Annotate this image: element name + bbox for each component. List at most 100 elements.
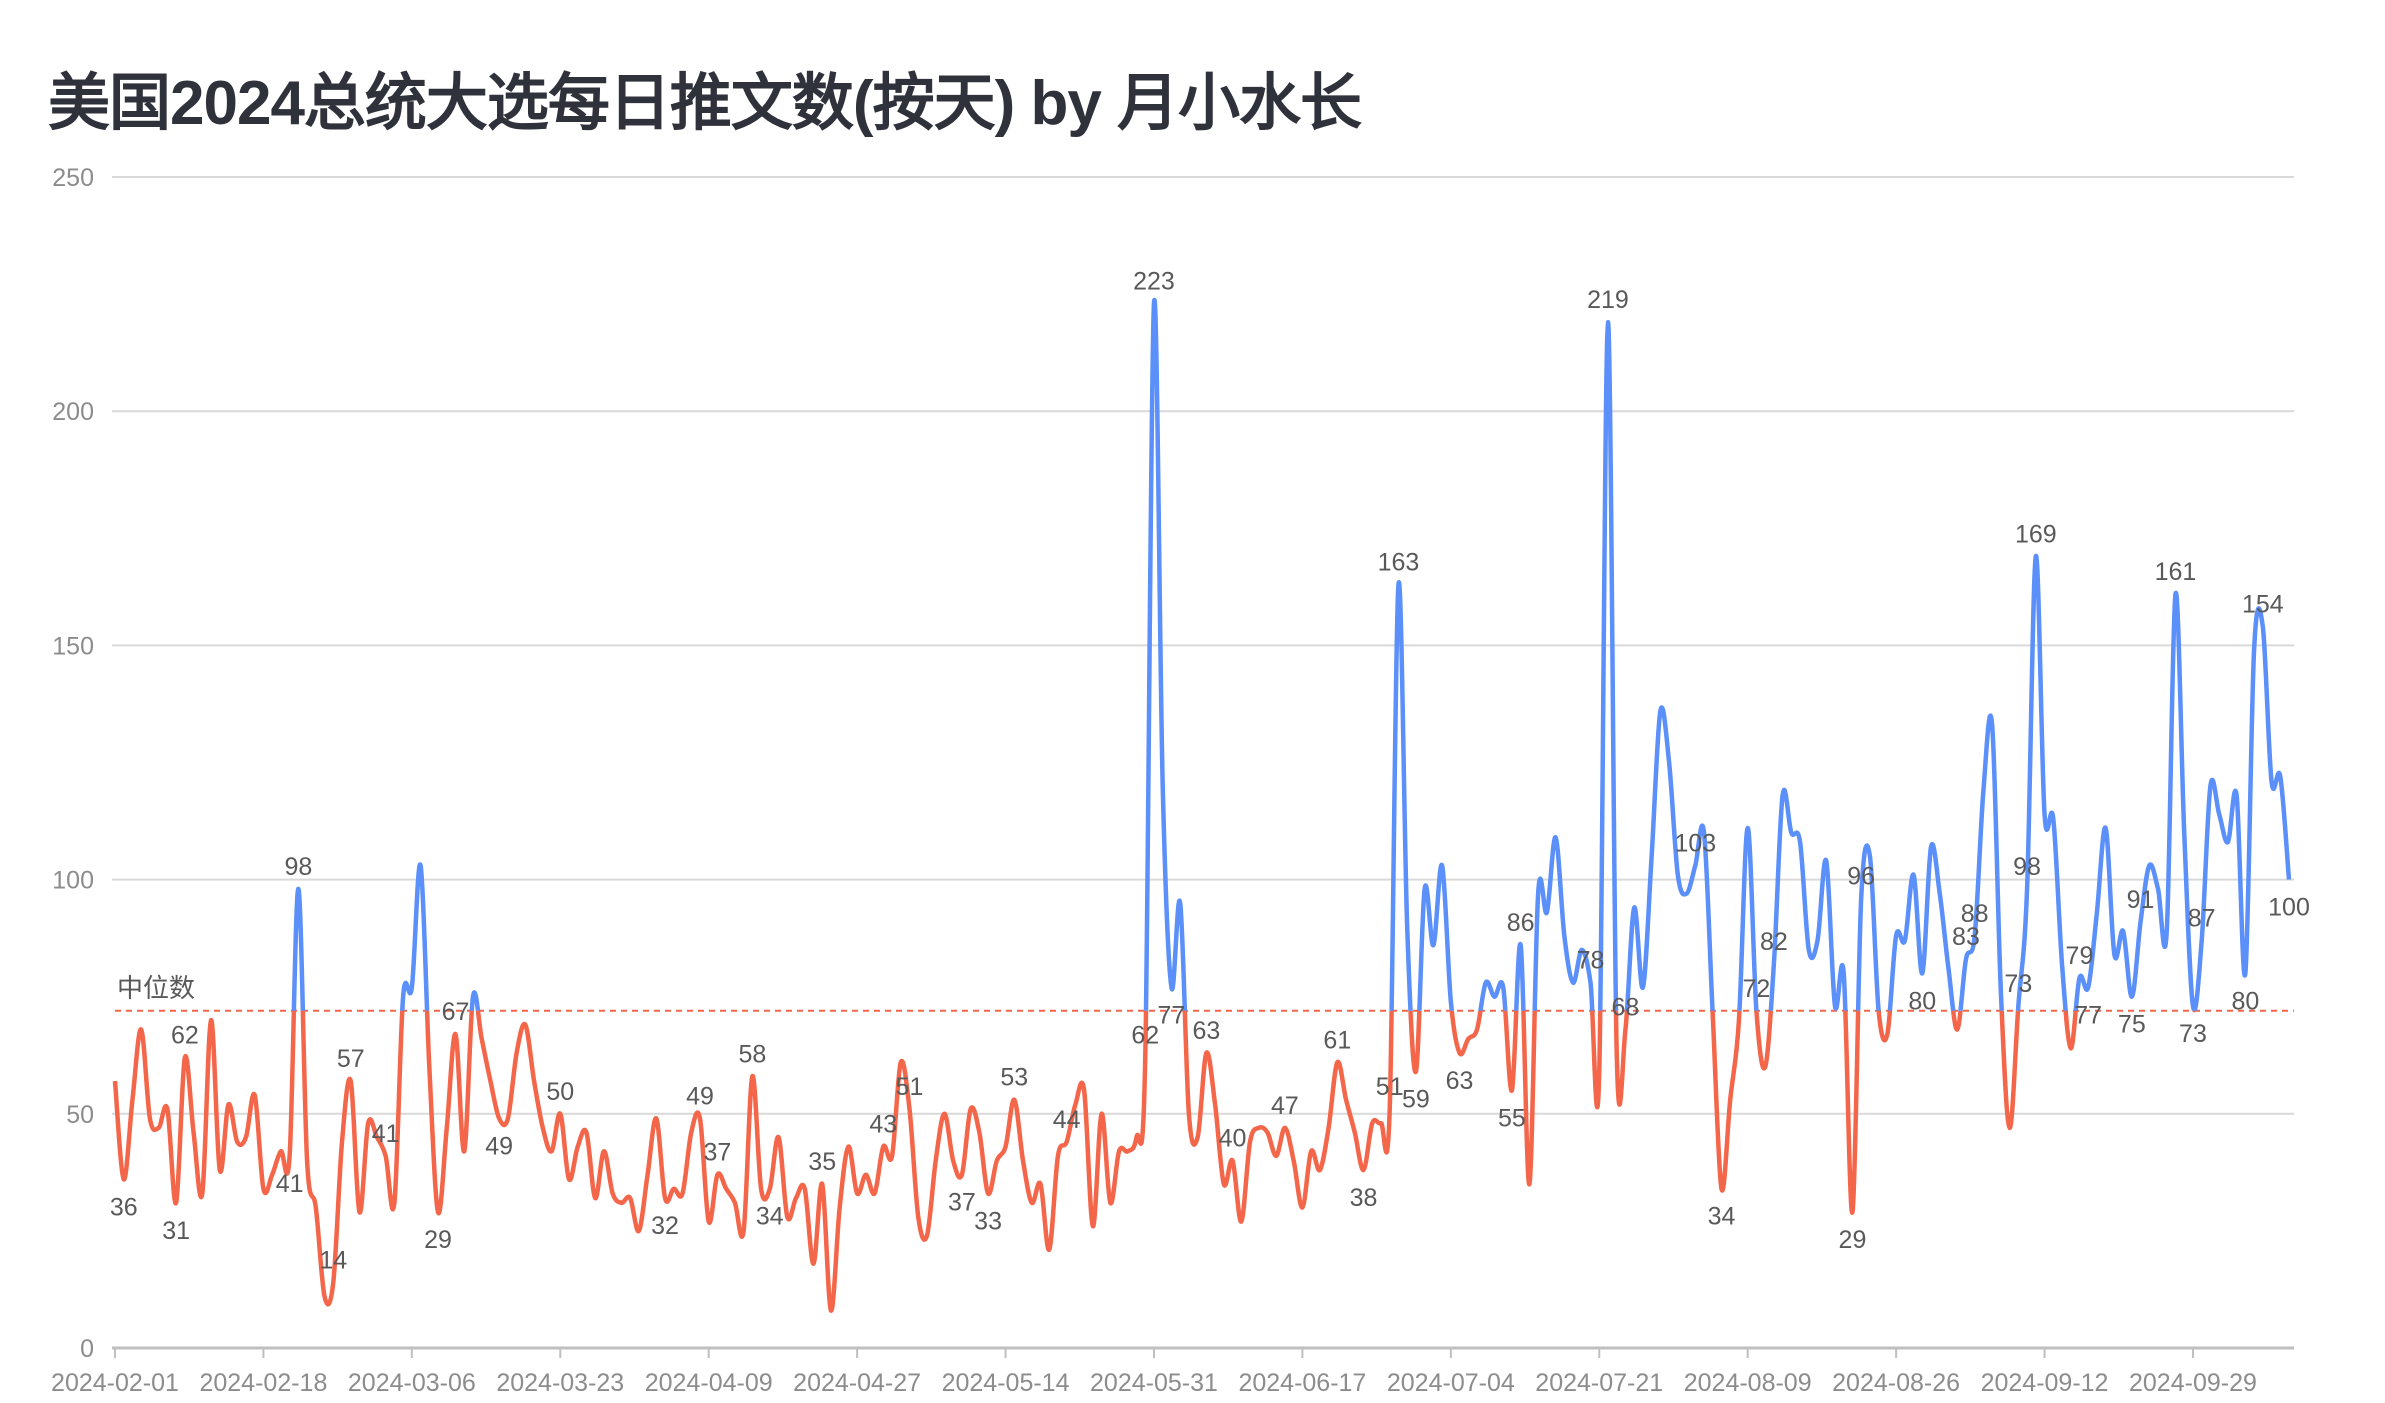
data-point[interactable] <box>1806 947 1812 953</box>
data-point[interactable] <box>697 1115 703 1121</box>
data-point[interactable] <box>1849 1209 1855 1215</box>
data-point[interactable] <box>1753 1008 1759 1014</box>
data-point[interactable] <box>837 1204 843 1210</box>
data-point[interactable] <box>1046 1247 1052 1253</box>
data-point[interactable] <box>907 1106 913 1112</box>
data-point[interactable] <box>409 984 415 990</box>
data-point[interactable] <box>898 1059 904 1065</box>
data-point[interactable] <box>1264 1130 1270 1136</box>
data-point[interactable] <box>854 1190 860 1196</box>
data-point[interactable] <box>2007 1125 2013 1131</box>
data-point[interactable] <box>880 1144 886 1150</box>
data-point[interactable] <box>610 1190 616 1196</box>
data-point[interactable] <box>129 1097 135 1103</box>
data-point[interactable] <box>645 1172 651 1178</box>
data-point[interactable] <box>784 1214 790 1220</box>
data-point[interactable] <box>1596 1069 1602 1075</box>
data-point[interactable] <box>1640 984 1646 990</box>
data-point[interactable] <box>2172 591 2178 597</box>
data-point[interactable] <box>2111 952 2117 958</box>
data-point[interactable] <box>1954 1026 1960 1032</box>
data-point[interactable] <box>1649 853 1655 859</box>
data-point[interactable] <box>356 1209 362 1215</box>
data-point[interactable] <box>505 1115 511 1121</box>
data-point[interactable] <box>2190 1003 2196 1009</box>
data-point[interactable] <box>1151 300 1157 306</box>
data-point[interactable] <box>418 863 424 869</box>
data-point[interactable] <box>1125 1148 1131 1154</box>
data-point[interactable] <box>330 1279 336 1285</box>
data-point[interactable] <box>1020 1158 1026 1164</box>
data-point[interactable] <box>470 994 476 1000</box>
data-point[interactable] <box>1614 1050 1620 1056</box>
data-point[interactable] <box>2103 825 2109 831</box>
data-point[interactable] <box>514 1050 520 1056</box>
data-point[interactable] <box>1622 1026 1628 1032</box>
data-point[interactable] <box>2164 928 2170 934</box>
data-point[interactable] <box>226 1101 232 1107</box>
data-point[interactable] <box>2094 909 2100 915</box>
data-point[interactable] <box>802 1186 808 1192</box>
data-point[interactable] <box>2129 994 2135 1000</box>
data-point[interactable] <box>461 1148 467 1154</box>
data-point[interactable] <box>365 1120 371 1126</box>
data-point[interactable] <box>1448 998 1454 1004</box>
data-point[interactable] <box>915 1214 921 1220</box>
data-point[interactable] <box>304 1158 310 1164</box>
data-point[interactable] <box>1282 1125 1288 1131</box>
data-point[interactable] <box>164 1106 170 1112</box>
data-point[interactable] <box>287 1153 293 1159</box>
data-point[interactable] <box>1317 1167 1323 1173</box>
data-point[interactable] <box>1919 970 1925 976</box>
data-point[interactable] <box>182 1055 188 1061</box>
data-point[interactable] <box>601 1148 607 1154</box>
data-point[interactable] <box>1299 1204 1305 1210</box>
data-point[interactable] <box>1937 891 1943 897</box>
data-point[interactable] <box>1352 1130 1358 1136</box>
data-point[interactable] <box>1037 1181 1043 1187</box>
data-point[interactable] <box>479 1036 485 1042</box>
data-point[interactable] <box>566 1176 572 1182</box>
data-point[interactable] <box>627 1195 633 1201</box>
data-point[interactable] <box>732 1200 738 1206</box>
data-point[interactable] <box>2216 811 2222 817</box>
data-point[interactable] <box>2260 624 2266 630</box>
data-point[interactable] <box>426 1064 432 1070</box>
data-point[interactable] <box>2199 937 2205 943</box>
data-point[interactable] <box>1588 980 1594 986</box>
data-point[interactable] <box>1657 708 1663 714</box>
data-point[interactable] <box>1509 1087 1515 1093</box>
data-point[interactable] <box>1928 844 1934 850</box>
data-point[interactable] <box>706 1219 712 1225</box>
data-point[interactable] <box>1867 853 1873 859</box>
data-point[interactable] <box>147 1115 153 1121</box>
data-point[interactable] <box>549 1148 555 1154</box>
data-point[interactable] <box>1273 1153 1279 1159</box>
data-point[interactable] <box>1369 1120 1375 1126</box>
data-point[interactable] <box>714 1172 720 1178</box>
data-point[interactable] <box>959 1172 965 1178</box>
data-point[interactable] <box>1500 984 1506 990</box>
data-point[interactable] <box>1221 1181 1227 1187</box>
data-point[interactable] <box>2033 553 2039 559</box>
data-point[interactable] <box>1465 1036 1471 1042</box>
data-point[interactable] <box>1980 788 1986 794</box>
data-point[interactable] <box>1989 722 1995 728</box>
data-point[interactable] <box>1116 1148 1122 1154</box>
data-point[interactable] <box>1099 1111 1105 1117</box>
data-point[interactable] <box>1692 863 1698 869</box>
data-point[interactable] <box>1003 1144 1009 1150</box>
data-point[interactable] <box>636 1228 642 1234</box>
data-point[interactable] <box>1395 582 1401 588</box>
data-point[interactable] <box>1745 825 1751 831</box>
data-point[interactable] <box>1422 886 1428 892</box>
data-point[interactable] <box>1474 1026 1480 1032</box>
data-point[interactable] <box>1361 1167 1367 1173</box>
data-point[interactable] <box>2085 984 2091 990</box>
data-point[interactable] <box>1168 984 1174 990</box>
data-point[interactable] <box>680 1190 686 1196</box>
data-point[interactable] <box>313 1204 319 1210</box>
data-point[interactable] <box>1142 1055 1148 1061</box>
data-point[interactable] <box>1815 937 1821 943</box>
data-point[interactable] <box>688 1130 694 1136</box>
